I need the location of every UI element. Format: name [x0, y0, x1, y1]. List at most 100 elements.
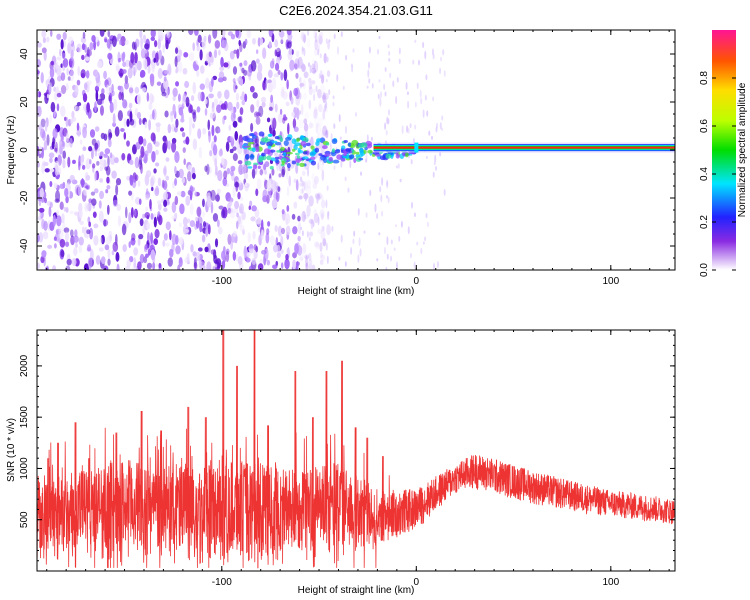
noise-cell [156, 200, 162, 205]
noise-cell [99, 151, 104, 156]
noise-cell [124, 206, 128, 219]
noise-cell [271, 180, 277, 192]
noise-cell [41, 162, 45, 174]
noise-cell [368, 61, 371, 69]
noise-cell [426, 110, 429, 117]
noise-cell [55, 61, 59, 70]
noise-cell [413, 212, 416, 218]
noise-cell [204, 165, 208, 172]
noise-cell [228, 124, 232, 131]
noise-cell [94, 126, 100, 132]
noise-cell [253, 244, 257, 251]
signal-cell [345, 147, 352, 152]
noise-cell [299, 251, 304, 262]
noise-cell [261, 101, 266, 108]
noise-cell [121, 52, 125, 62]
noise-cell [315, 85, 318, 93]
noise-cell [67, 156, 71, 168]
noise-cell [319, 242, 323, 252]
noise-cell [207, 166, 212, 175]
noise-cell [180, 190, 186, 198]
noise-cell [223, 170, 228, 180]
noise-cell [98, 247, 104, 252]
noise-cell [297, 215, 301, 222]
noise-cell [393, 247, 396, 251]
noise-cell [175, 245, 181, 255]
noise-cell [59, 201, 64, 210]
noise-cell [94, 171, 97, 182]
noise-cell [88, 221, 92, 228]
noise-cell [225, 251, 230, 263]
noise-cell [91, 163, 96, 169]
noise-cell [317, 228, 323, 235]
noise-cell [306, 204, 311, 217]
noise-cell [235, 85, 238, 90]
noise-cell [295, 163, 299, 174]
noise-cell [142, 213, 146, 219]
noise-cell [418, 59, 421, 66]
noise-cell [424, 50, 427, 60]
noise-cell [413, 261, 416, 269]
signal-cell [267, 133, 273, 138]
noise-cell [106, 38, 111, 49]
noise-cell [140, 69, 146, 78]
noise-cell [339, 136, 342, 140]
noise-cell [251, 205, 257, 212]
noise-cell [190, 95, 195, 102]
noise-cell [124, 265, 131, 270]
noise-cell [49, 157, 53, 164]
x-tick-label: 0 [414, 276, 420, 287]
noise-cell [223, 115, 227, 120]
noise-cell [300, 31, 305, 41]
noise-cell [239, 225, 245, 232]
noise-cell [178, 168, 184, 179]
noise-cell [267, 79, 272, 84]
noise-cell [107, 30, 111, 38]
noise-cell [344, 176, 347, 182]
noise-cell [163, 199, 168, 208]
noise-cell [379, 97, 382, 107]
noise-cell [274, 39, 279, 48]
noise-cell [171, 141, 177, 153]
noise-cell [84, 56, 91, 61]
noise-cell [272, 264, 278, 269]
noise-cell [213, 49, 218, 59]
noise-cell [314, 193, 320, 200]
x-tick-label: 0 [414, 577, 420, 588]
signal-marker [414, 142, 419, 153]
noise-cell [305, 262, 309, 270]
noise-cell [328, 39, 331, 43]
noise-cell [226, 167, 231, 175]
noise-cell [104, 166, 109, 171]
noise-cell [406, 125, 409, 133]
noise-cell [274, 62, 280, 71]
signal-cell [364, 147, 368, 151]
noise-cell [69, 210, 74, 215]
noise-cell [255, 58, 260, 64]
noise-cell [304, 159, 310, 170]
noise-cell [162, 44, 166, 54]
noise-cell [50, 30, 53, 37]
noise-cell [287, 146, 291, 157]
signal-cell [328, 156, 334, 162]
noise-cell [303, 47, 306, 57]
signal-cell [343, 151, 347, 157]
noise-cell [144, 150, 149, 157]
noise-cell [38, 212, 42, 219]
noise-cell [379, 186, 382, 193]
signal-cell [305, 142, 311, 147]
noise-cell [218, 205, 224, 210]
noise-cell [261, 228, 264, 240]
noise-cell [433, 262, 436, 270]
noise-cell [267, 82, 273, 93]
noise-cell [181, 132, 186, 138]
noise-cell [149, 93, 154, 105]
y-tick-label: 0 [19, 147, 30, 153]
noise-cell [67, 186, 71, 199]
noise-cell [325, 38, 328, 44]
noise-cell [146, 262, 153, 270]
noise-cell [157, 38, 162, 50]
signal-cell [331, 148, 335, 153]
noise-cell [138, 155, 143, 166]
y-tick-label: 500 [19, 511, 30, 528]
